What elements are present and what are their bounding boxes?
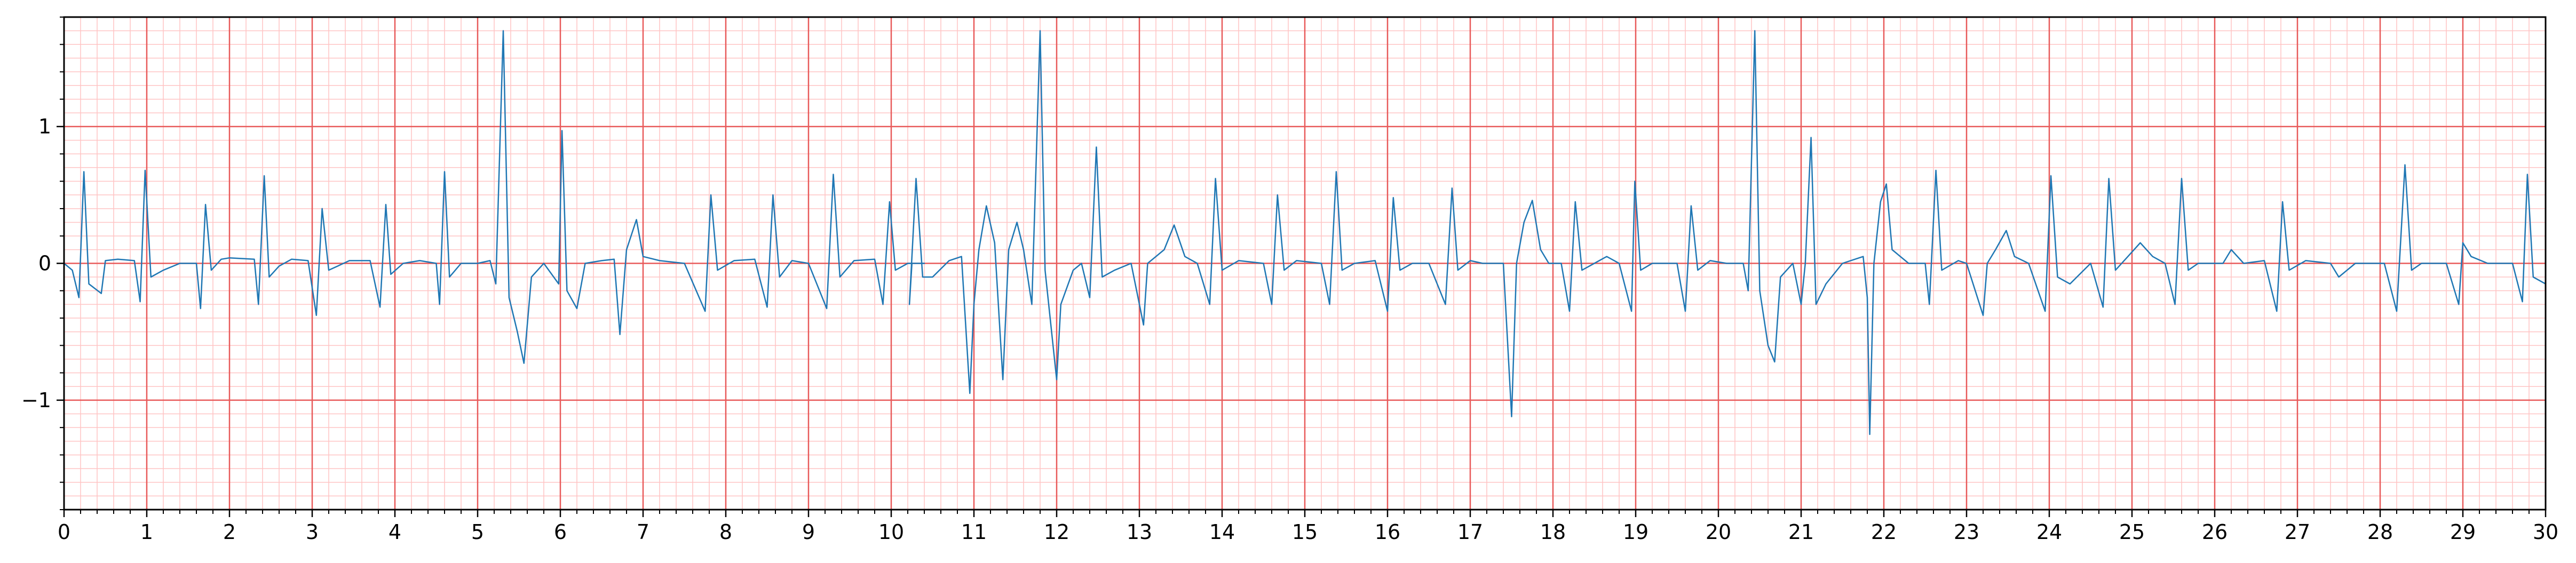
x-tick-label: 25 bbox=[2119, 520, 2145, 544]
x-tick-label: 4 bbox=[389, 520, 401, 544]
x-tick-label: 20 bbox=[1706, 520, 1731, 544]
x-tick-label: 1 bbox=[140, 520, 153, 544]
x-tick-label: 26 bbox=[2202, 520, 2228, 544]
y-tick-label: 1 bbox=[38, 115, 51, 138]
x-tick-label: 11 bbox=[961, 520, 987, 544]
x-tick-label: 13 bbox=[1127, 520, 1152, 544]
x-tick-label: 18 bbox=[1540, 520, 1566, 544]
y-axis: −1 0 1 bbox=[21, 17, 64, 510]
x-tick-label: 7 bbox=[637, 520, 649, 544]
series-layer bbox=[64, 30, 2546, 435]
y-tick-label: −1 bbox=[21, 388, 51, 412]
x-tick-label: 23 bbox=[1954, 520, 1979, 544]
major-grid bbox=[63, 17, 2547, 510]
x-tick-label: 24 bbox=[2036, 520, 2062, 544]
x-tick-label: 29 bbox=[2450, 520, 2476, 544]
x-tick-label: 10 bbox=[878, 520, 904, 544]
x-tick-label: 8 bbox=[719, 520, 732, 544]
ecg-trace-line bbox=[64, 30, 2546, 435]
x-tick-label: 14 bbox=[1209, 520, 1235, 544]
x-tick-label: 9 bbox=[802, 520, 815, 544]
x-tick-label: 27 bbox=[2285, 520, 2310, 544]
x-tick-label: 16 bbox=[1375, 520, 1400, 544]
x-tick-label: 28 bbox=[2367, 520, 2393, 544]
x-tick-label: 2 bbox=[223, 520, 236, 544]
x-tick-label: 30 bbox=[2533, 520, 2558, 544]
x-tick-label: 22 bbox=[1871, 520, 1897, 544]
x-tick-label: 12 bbox=[1044, 520, 1069, 544]
x-tick-label: 3 bbox=[306, 520, 319, 544]
x-tick-label: 19 bbox=[1623, 520, 1648, 544]
x-tick-label: 5 bbox=[471, 520, 484, 544]
x-tick-label: 15 bbox=[1292, 520, 1318, 544]
y-tick-label: 0 bbox=[38, 252, 51, 275]
x-tick-label: 6 bbox=[554, 520, 567, 544]
x-tick-label: 0 bbox=[58, 520, 70, 544]
x-axis: 0 1 2 3 4 5 6 7 8 9 10 11 12 13 14 15 16 17 18 19 20 21 22 23 24… bbox=[58, 510, 2558, 544]
x-tick-label: 17 bbox=[1457, 520, 1483, 544]
x-tick-label: 21 bbox=[1788, 520, 1814, 544]
